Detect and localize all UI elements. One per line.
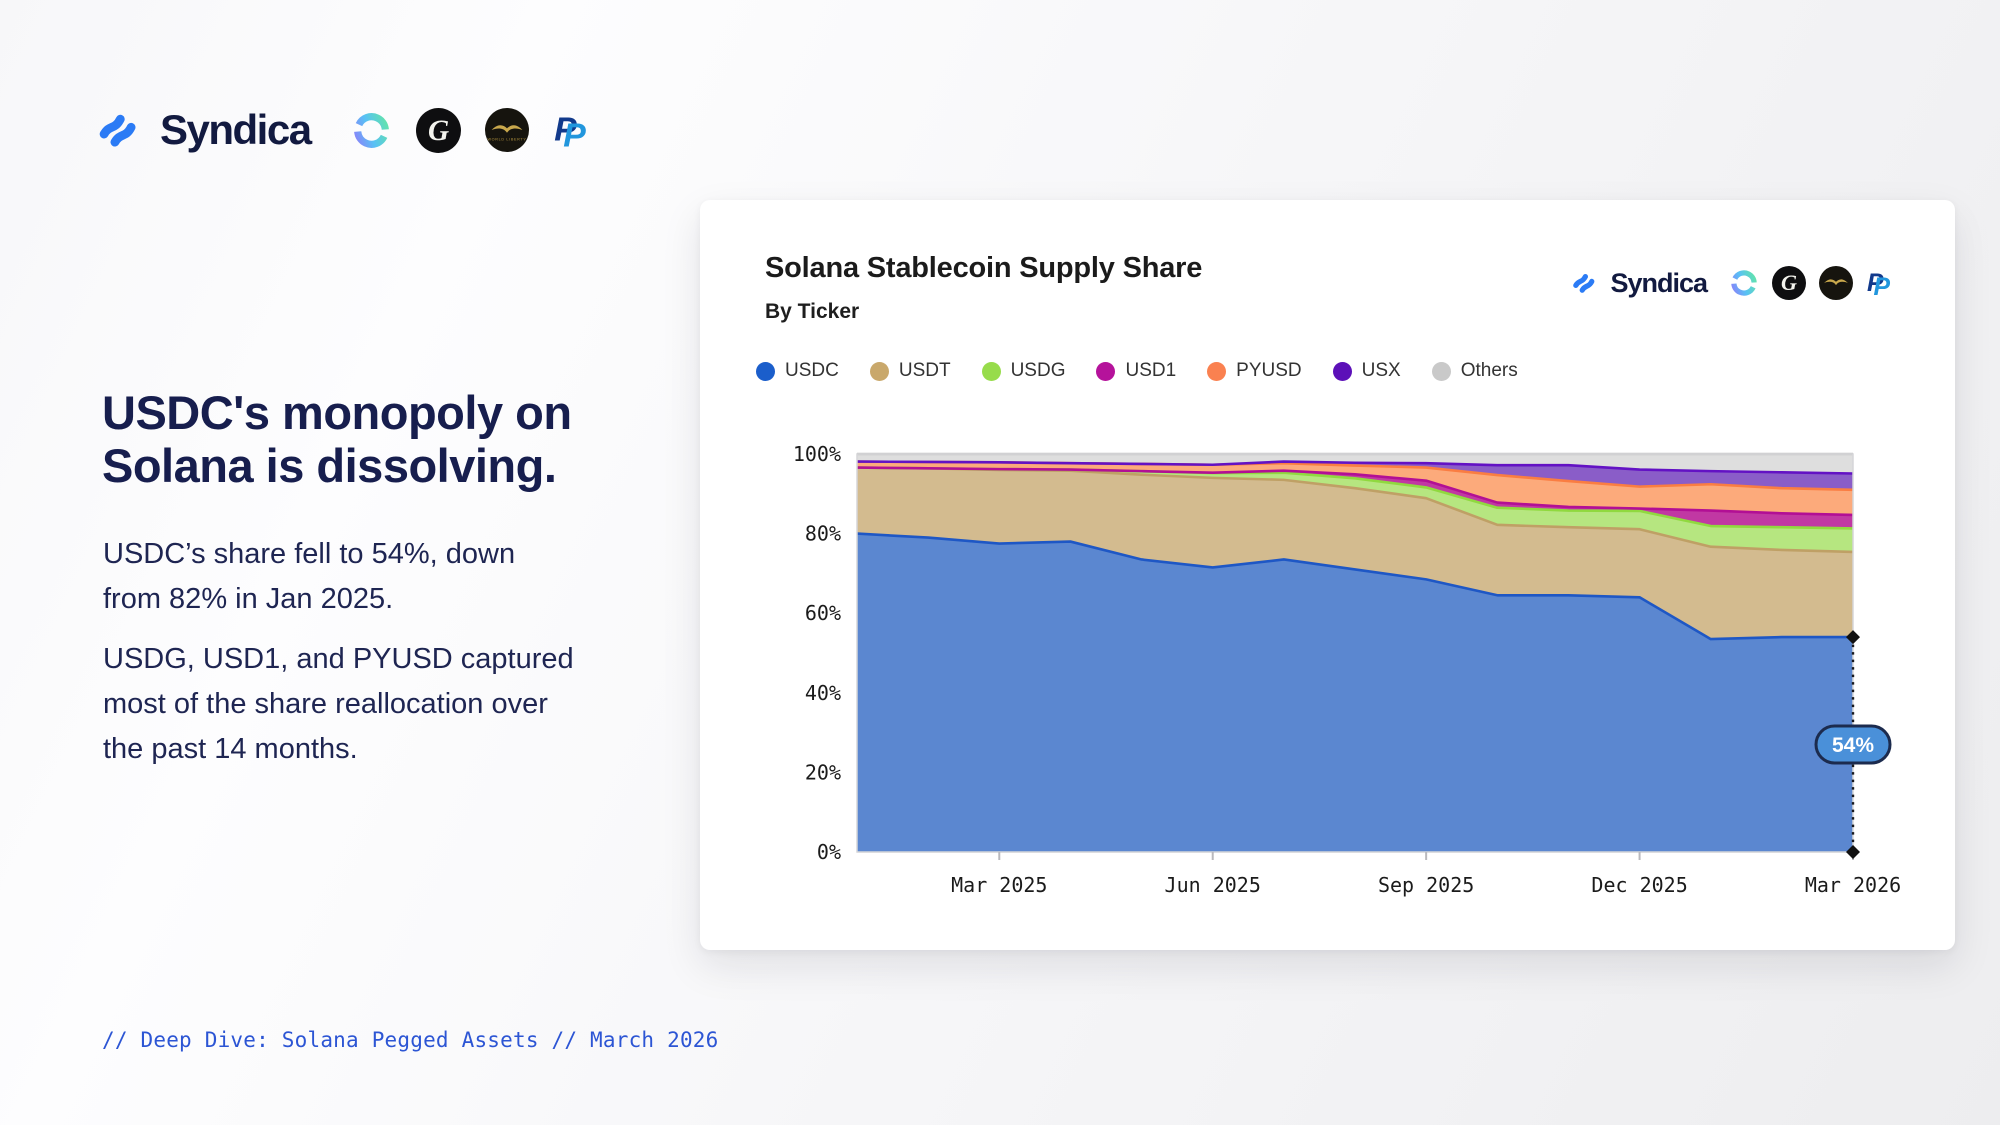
chart-legend: USDC USDT USDG USD1 PYUSD USX Others — [756, 360, 1518, 382]
global-dollar-icon: G — [1772, 266, 1806, 300]
legend-label: USD1 — [1125, 360, 1177, 381]
line-usdc — [856, 532, 1853, 641]
x-axis-label: Sep 2025 — [1378, 873, 1474, 897]
svg-text:P: P — [554, 110, 577, 148]
svg-text:P: P — [563, 116, 586, 153]
headline-line-2: Solana is dissolving. — [102, 439, 557, 492]
headline-line-1: USDC's monopoly on — [102, 386, 572, 439]
legend-dot-usdc — [756, 361, 775, 381]
y-axis-label: 40% — [805, 681, 841, 705]
legend-dot-usd1 — [1096, 361, 1116, 381]
footer-tagline: // Deep Dive: Solana Pegged Assets // Ma… — [102, 1028, 719, 1052]
paypal-icon: P P — [554, 110, 586, 153]
legend-item-usdg: USDG — [981, 360, 1066, 382]
world-liberty-icon — [1819, 266, 1853, 300]
x-axis-label: Jun 2025 — [1165, 873, 1261, 897]
paragraph-line: the past 14 months. — [103, 733, 358, 765]
global-dollar-icon: G — [415, 107, 461, 153]
legend-label: PYUSD — [1236, 360, 1302, 381]
svg-text:P: P — [1867, 269, 1884, 296]
legend-label: USX — [1361, 360, 1401, 381]
area-usdc — [857, 533, 1853, 852]
svg-text:WORLD LIBERTY: WORLD LIBERTY — [487, 137, 526, 141]
syndica-logo-icon — [1573, 274, 1595, 293]
paragraph-line: from 82% in Jan 2025. — [103, 583, 394, 615]
circle-icon — [353, 112, 389, 148]
legend-item-pyusd: PYUSD — [1207, 360, 1302, 382]
legend-item-usdc: USDC — [756, 360, 839, 382]
circle-icon — [1731, 270, 1757, 296]
legend-item-others: Others — [1431, 360, 1518, 382]
legend-label: USDG — [1010, 360, 1066, 381]
legend-item-usdt: USDT — [869, 360, 951, 382]
svg-text:P: P — [1874, 274, 1891, 300]
y-axis-label: 20% — [805, 760, 841, 784]
area-usdg — [857, 467, 1853, 552]
stacked-area-chart: 0% 20% 40% 60% 80% 100% Mar 2025 Jun 2025 Sep 20… — [793, 442, 1901, 897]
partner-icons: G WORLD LIBERTY P P — [351, 107, 587, 153]
annotation-diamond-marker — [1846, 630, 1860, 645]
syndica-wordmark: Syndica — [160, 106, 312, 153]
legend-dot-usdt — [869, 361, 889, 381]
legend-label: USDC — [785, 360, 839, 381]
paragraph-usdc-share: USDC’s share fell to 54%, down from 82% … — [103, 532, 515, 622]
line-usd1 — [856, 466, 1854, 517]
chart-card: Solana Stablecoin Supply Share By Ticker… — [700, 200, 1955, 950]
area-pyusd — [857, 461, 1853, 515]
syndica-wordmark: Syndica — [1610, 267, 1708, 298]
legend-dot-usx — [1332, 361, 1352, 381]
paragraph-reallocation: USDG, USD1, and PYUSD captured most of t… — [103, 637, 574, 772]
paragraph-line: USDC’s share fell to 54%, down — [103, 538, 516, 570]
y-axis-label: 60% — [805, 601, 841, 625]
y-axis-label: 0% — [817, 840, 841, 864]
line-usx — [856, 460, 1854, 475]
chart-title: Solana Stablecoin Supply Share — [765, 252, 1203, 284]
world-liberty-icon: WORLD LIBERTY — [484, 108, 529, 152]
paragraph-line: USDG, USD1, and PYUSD captured — [103, 643, 574, 675]
legend-item-usd1: USD1 — [1096, 360, 1176, 382]
card-brand-row: Syndica G — [1571, 262, 1891, 304]
value-badge — [1814, 724, 1892, 765]
svg-text:G: G — [428, 115, 449, 147]
paragraph-line: most of the share reallocation over — [103, 688, 548, 720]
area-usd1 — [857, 467, 1853, 529]
partner-icons: G P P — [1729, 266, 1891, 300]
x-axis-label: Dec 2025 — [1591, 873, 1687, 897]
legend-label: Others — [1460, 360, 1518, 381]
legend-item-usx: USX — [1332, 360, 1401, 382]
y-axis-label: 80% — [805, 522, 841, 546]
paypal-icon: P P — [1867, 269, 1891, 300]
syndica-logo-icon — [99, 114, 136, 147]
x-axis-label: Mar 2026 — [1805, 873, 1901, 897]
value-badge-label: 54% — [1832, 734, 1874, 757]
legend-dot-pyusd — [1207, 361, 1227, 381]
legend-dot-usdg — [981, 361, 1001, 381]
headline: USDC's monopoly on Solana is dissolving. — [102, 386, 572, 492]
svg-text:G: G — [1781, 270, 1797, 295]
brand-row: Syndica G WORLD LIBERTY P P — [96, 98, 587, 162]
chart-subtitle: By Ticker — [765, 300, 860, 323]
x-axis-label: Mar 2025 — [951, 873, 1047, 897]
y-axis-label: 100% — [793, 442, 841, 466]
area-others — [857, 454, 1853, 474]
legend-dot-others — [1431, 361, 1451, 381]
annotation-diamond-marker — [1846, 845, 1860, 859]
legend-label: USDT — [898, 360, 951, 381]
